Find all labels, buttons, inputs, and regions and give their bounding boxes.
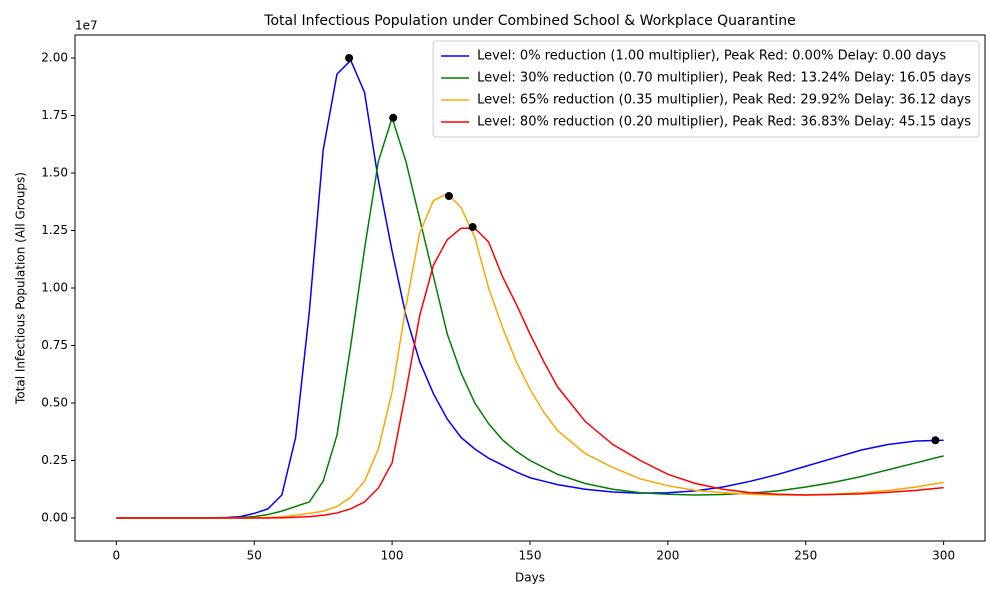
x-tick-label: 100 xyxy=(381,549,404,563)
x-axis-label: Days xyxy=(515,571,545,585)
peak-marker xyxy=(444,192,453,200)
peak-marker xyxy=(468,223,477,232)
legend-label: Level: 65% reduction (0.35 multiplier), … xyxy=(477,93,971,108)
x-tick-label: 200 xyxy=(656,549,679,563)
peak-marker xyxy=(345,54,354,62)
y-tick-label: 1.50 xyxy=(41,166,68,180)
x-tick-label: 250 xyxy=(794,549,817,563)
peak-marker xyxy=(931,436,940,445)
legend-box xyxy=(432,40,980,138)
y-offset-label: 1e7 xyxy=(75,19,98,33)
y-tick-label: 0.00 xyxy=(41,511,68,525)
series-line xyxy=(116,58,944,519)
y-tick-label: 1.00 xyxy=(41,281,68,295)
x-tick-label: 0 xyxy=(113,549,121,563)
y-axis-label: Total Infectious Population (All Groups) xyxy=(14,172,28,405)
x-tick-label: 150 xyxy=(519,549,542,563)
peak-marker xyxy=(389,113,398,122)
y-tick-label: 0.50 xyxy=(41,396,68,410)
legend-label: Level: 80% reduction (0.20 multiplier), … xyxy=(477,115,971,130)
y-tick-label: 0.75 xyxy=(41,338,68,352)
y-tick-label: 0.25 xyxy=(41,453,68,467)
x-tick-label: 300 xyxy=(932,549,955,563)
legend: Level: 0% reduction (1.00 multiplier), P… xyxy=(432,40,980,138)
x-tick-label: 50 xyxy=(247,549,262,563)
chart-title: Total Infectious Population under Combin… xyxy=(263,13,795,29)
y-tick-label: 2.00 xyxy=(41,51,68,65)
y-tick-label: 1.25 xyxy=(41,223,68,237)
plot-frame xyxy=(74,34,986,542)
series-line xyxy=(116,227,944,519)
legend-label: Level: 0% reduction (1.00 multiplier), P… xyxy=(477,49,946,64)
y-tick-label: 1.75 xyxy=(41,108,68,122)
legend-label: Level: 30% reduction (0.70 multiplier), … xyxy=(477,71,971,86)
